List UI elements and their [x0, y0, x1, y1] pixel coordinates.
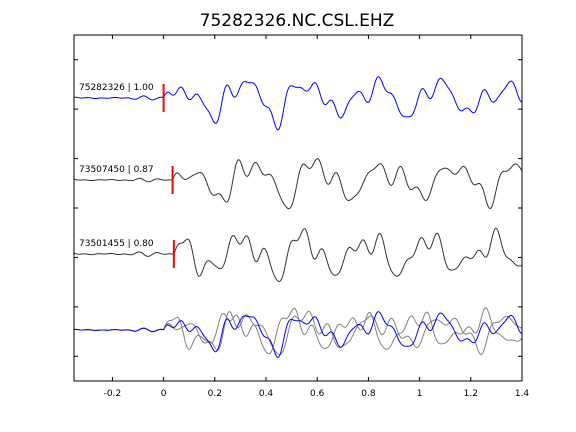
- trace-1: [73, 76, 523, 131]
- trace-2: [73, 158, 523, 210]
- chart-title: 75282326.NC.CSL.EHZ: [200, 11, 395, 31]
- pick-markers: [162, 84, 175, 268]
- x-tick-label: 0.2: [208, 389, 222, 399]
- overlay-stack: [73, 307, 523, 358]
- x-tick-label: 0.6: [310, 389, 325, 399]
- trace-label-2: 73507450 | 0.87: [79, 165, 154, 175]
- x-tick-label: 1: [417, 389, 423, 399]
- trace-label-3: 73501455 | 0.80: [79, 239, 154, 249]
- x-tick-label: 1.2: [464, 389, 478, 399]
- trace-stack: [73, 76, 523, 282]
- x-tick-label: 0.8: [361, 389, 376, 399]
- x-tick-label: 0.4: [259, 389, 274, 399]
- y-axis: [74, 59, 522, 357]
- trace-3: [73, 227, 523, 282]
- trace-labels: 75282326 | 1.00 73507450 | 0.87 73501455 |…: [79, 83, 154, 249]
- x-tick-label: -0.2: [104, 389, 122, 399]
- x-axis: -0.2 0 0.2 0.4 0.6 0.8 1 1.2 1.4: [104, 35, 530, 399]
- overlay-trace-1: [73, 311, 523, 358]
- trace-label-1: 75282326 | 1.00: [79, 83, 154, 93]
- x-tick-label: 0: [161, 389, 167, 399]
- x-tick-label: 1.4: [515, 389, 530, 399]
